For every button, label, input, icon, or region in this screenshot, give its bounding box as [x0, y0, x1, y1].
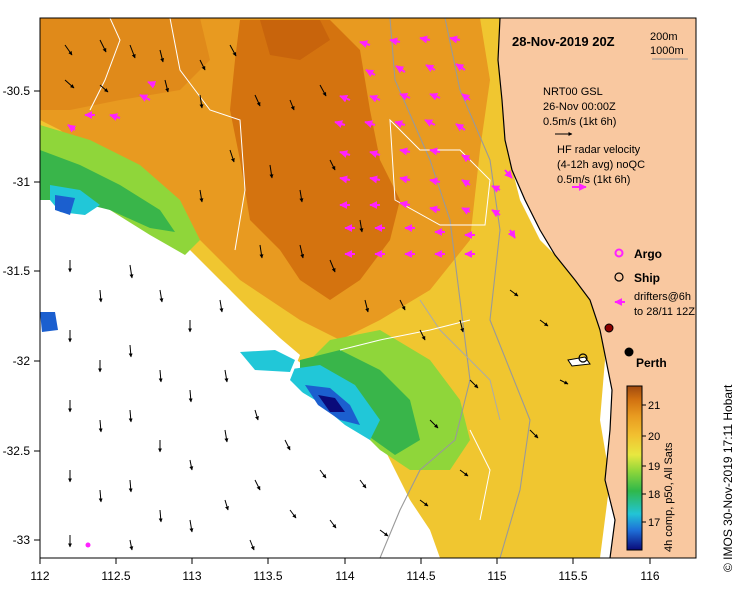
x-axis: [39, 558, 651, 564]
x-tick-label: 115.5: [558, 569, 587, 583]
sst-patch-blue: [40, 312, 58, 332]
colorbar-tick-label: 18: [648, 489, 660, 501]
ship-marker-dark: [604, 323, 614, 333]
sst-warm-core: [230, 20, 400, 300]
y-tick-label: -30.5: [3, 84, 31, 98]
y-tick-label: -31: [13, 175, 31, 189]
altimetry-label-line1: NRT00 GSL: [543, 86, 603, 98]
legend: Argo Ship drifters@6h to 28/11 12Z: [614, 247, 695, 318]
x-tick-label: 116: [640, 569, 659, 583]
sst-patch-cyan: [240, 350, 295, 372]
colorbar-caption: 4h comp, p50, All Sats: [663, 442, 675, 552]
boundary-line-b: [169, 18, 246, 251]
x-tick-label: 114.5: [406, 569, 435, 583]
radar-label-line1: HF radar velocity: [557, 144, 641, 156]
altimetry-label-line2: 26-Nov 00:00Z: [543, 101, 616, 113]
argo-legend-label: Argo: [634, 247, 662, 261]
sst-colorbar: 21 20 19 18 17 4h comp, p50, All Sats: [626, 385, 675, 552]
radar-label-line2: (4-12h avg) noQC: [557, 159, 645, 171]
cloud-mask: [40, 215, 440, 558]
altimetry-label-line3: 0.5m/s (1kt 6h): [543, 116, 616, 128]
plot-frame: [39, 17, 697, 559]
coastline: [497, 18, 616, 558]
x-tick-label: 112.5: [101, 569, 130, 583]
perth-label: Perth: [636, 356, 667, 370]
radar-label-line3: 0.5m/s (1kt 6h): [557, 174, 630, 186]
sst-deep-blue-south: [318, 395, 345, 412]
x-tick-label: 113: [182, 569, 201, 583]
perth-marker: [624, 347, 634, 357]
isobath-label-1000m: 1000m: [650, 45, 684, 57]
y-tick-label: -32.5: [3, 444, 31, 458]
x-tick-label: 114: [335, 569, 354, 583]
boundary-line-d: [339, 319, 471, 351]
colorbar-tick-label: 21: [648, 400, 660, 412]
sst-warm-eddy: [260, 20, 330, 60]
map-title: 28-Nov-2019 20Z: [512, 34, 615, 49]
land-mass: [498, 18, 696, 558]
isobath-1000m: [444, 18, 531, 558]
isobath-contour-a: [419, 299, 501, 421]
x-tick-label: 112: [30, 569, 49, 583]
x-tick-label: 115: [487, 569, 506, 583]
colorbar-tick-label: 17: [648, 517, 660, 529]
ship-marker: [578, 353, 588, 363]
y-axis: [34, 90, 40, 541]
argo-marker-map: [85, 542, 91, 548]
hf-radar-arrows: [67, 35, 516, 258]
boundary-line-a: [89, 18, 121, 111]
isobath-label-200m: 200m: [650, 31, 678, 43]
sst-green-strip: [40, 150, 175, 232]
y-tick-label: -33: [13, 533, 31, 547]
drifter-legend-line2: to 28/11 12Z: [634, 306, 695, 318]
ship-legend-label: Ship: [634, 271, 660, 285]
drifter-legend-line1: drifters@6h: [634, 291, 691, 303]
colorbar-tick-label: 19: [648, 461, 660, 473]
x-tick-label: 113.5: [253, 569, 282, 583]
isobath-200m: [379, 18, 471, 558]
imos-credit: © IMOS 30-Nov-2019 17:11 Hobart: [721, 384, 735, 572]
altimetry-arrows: [64, 39, 569, 551]
sst-upper-left-orange: [40, 18, 210, 110]
y-tick-label: -31.5: [3, 264, 31, 278]
sst-blue-north: [55, 195, 75, 215]
boundary-line-e: [469, 429, 491, 521]
map-plot-area: [40, 18, 696, 558]
argo-legend-icon: [614, 248, 624, 258]
colorbar-tick-label: 20: [648, 431, 660, 443]
y-tick-label: -32: [13, 354, 31, 368]
ship-legend-icon: [614, 272, 624, 282]
